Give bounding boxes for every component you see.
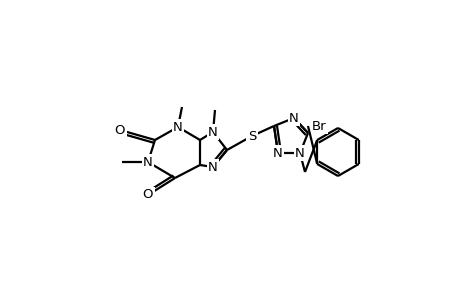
Text: N: N: [207, 160, 218, 173]
Text: N: N: [143, 155, 152, 169]
Text: O: O: [114, 124, 125, 136]
Text: O: O: [142, 188, 153, 202]
Text: N: N: [207, 125, 218, 139]
Text: S: S: [247, 130, 256, 142]
Text: N: N: [173, 121, 183, 134]
Text: N: N: [295, 146, 304, 160]
Text: Br: Br: [311, 119, 326, 133]
Text: N: N: [289, 112, 298, 124]
Text: N: N: [273, 146, 282, 160]
